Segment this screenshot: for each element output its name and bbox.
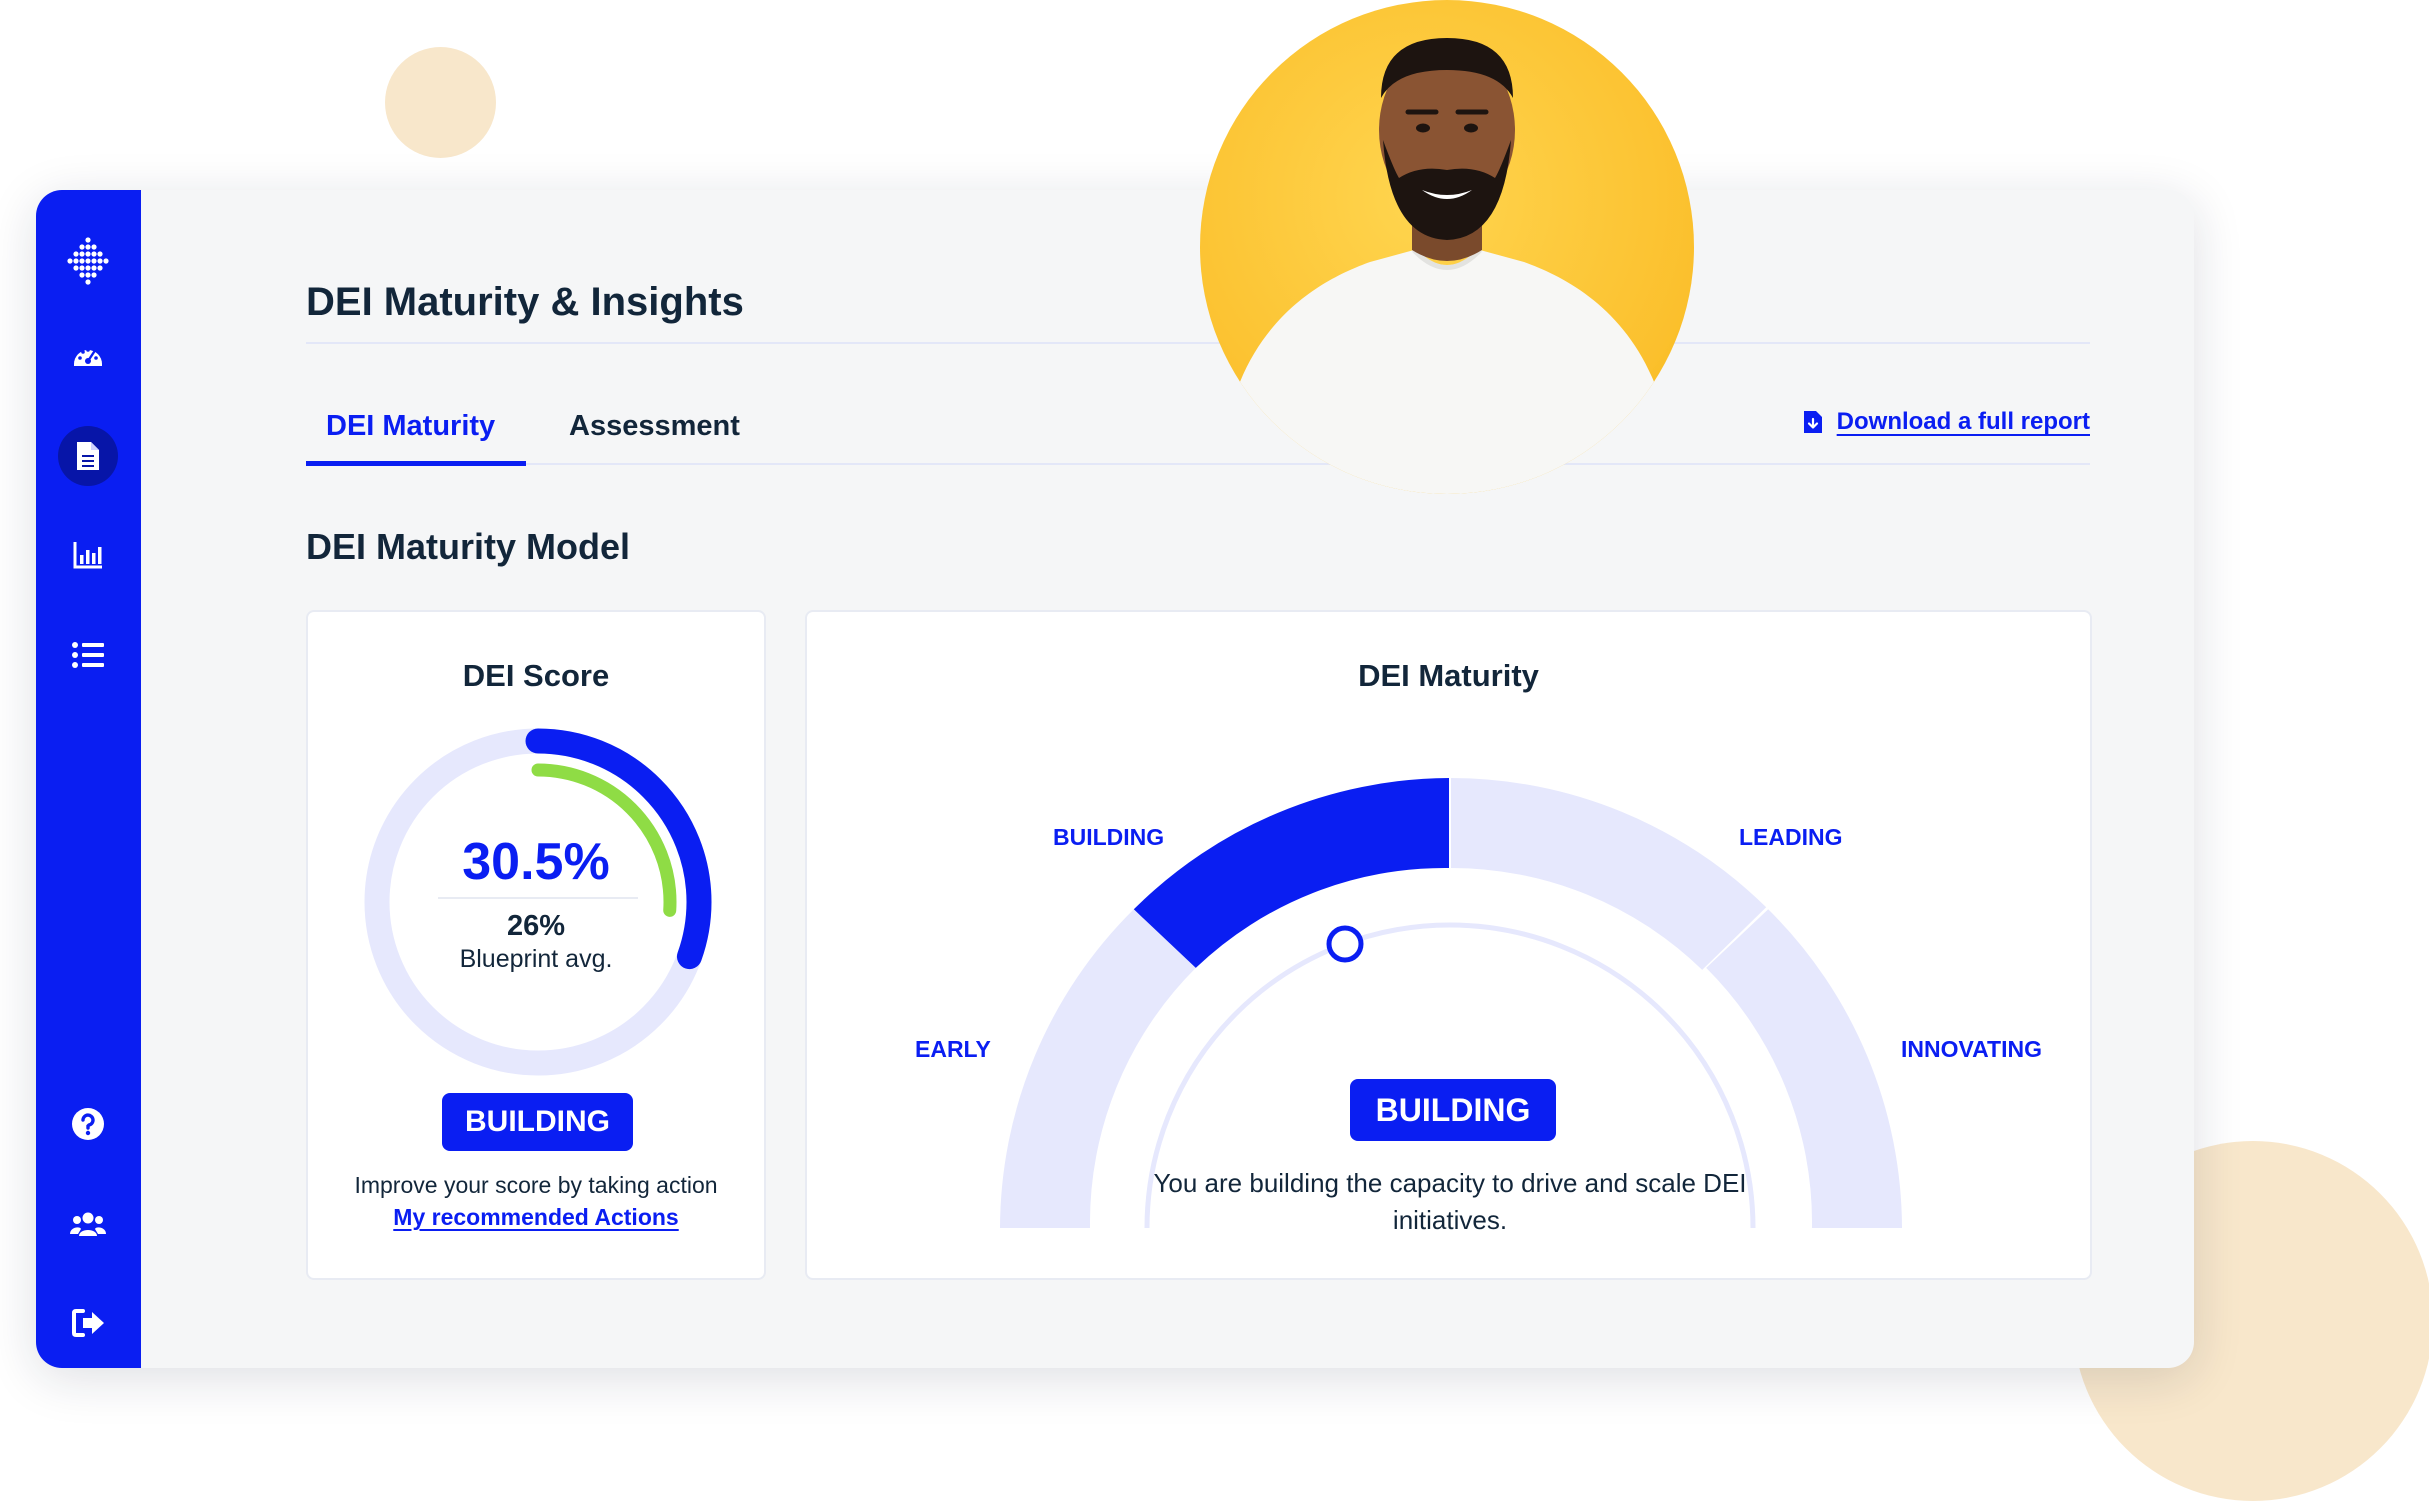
page-title: DEI Maturity & Insights (306, 280, 744, 324)
dashboard-gauge-icon[interactable] (58, 326, 118, 386)
help-icon[interactable] (58, 1094, 118, 1154)
list-icon[interactable] (58, 625, 118, 685)
dei-score-card: DEI Score 30.5% 26% Blueprint avg. BUILD… (306, 610, 766, 1280)
maturity-gauge (1000, 778, 1902, 1229)
logout-icon[interactable] (58, 1293, 118, 1353)
card-title: DEI Maturity (1358, 658, 1539, 693)
improve-hint: Improve your score by taking action (354, 1172, 718, 1198)
score-arc (364, 728, 712, 1076)
score-ring-chart (364, 728, 712, 1076)
active-tab-indicator (306, 461, 526, 466)
download-report-label[interactable]: Download a full report (1836, 408, 2090, 435)
gauge-inner-track (1144, 922, 1756, 1229)
section-title: DEI Maturity Model (306, 526, 631, 567)
stage-label-leading: LEADING (1739, 824, 1843, 850)
blueprint-average-label: Blueprint avg. (459, 945, 613, 973)
tabs-divider (306, 463, 2090, 465)
sidebar (36, 190, 141, 1368)
blueprint-average-value: 26% (506, 910, 566, 942)
blueprint-average-arc (399, 763, 677, 1041)
tab-dei-maturity[interactable]: DEI Maturity (326, 410, 496, 442)
bar-chart-icon[interactable] (58, 525, 118, 585)
users-icon[interactable] (58, 1194, 118, 1254)
card-title: DEI Score (462, 658, 610, 693)
stage-label-building: BUILDING (1053, 824, 1165, 850)
score-value: 30.5% (462, 833, 610, 891)
gauge-segment-building (1133, 778, 1449, 968)
document-icon[interactable] (58, 426, 118, 486)
stage-label-early: EARLY (915, 1036, 991, 1062)
tab-assessment[interactable]: Assessment (569, 410, 740, 442)
app-window: DEI Maturity & Insights DEI Maturity Ass… (36, 190, 2194, 1368)
decorative-circle (385, 47, 496, 158)
gauge-position-marker (1326, 925, 1364, 963)
dots-logo-icon[interactable] (58, 232, 118, 292)
status-badge: BUILDING (1350, 1079, 1556, 1141)
gauge-segment-innovating (1706, 909, 1902, 1228)
divider (438, 897, 638, 899)
avatar (1200, 0, 1694, 494)
status-badge: BUILDING (442, 1093, 633, 1151)
maturity-description: You are building the capacity to drive a… (1153, 1168, 1747, 1235)
download-report-link[interactable]: Download a full report (1803, 408, 2090, 436)
file-download-icon (1803, 411, 1822, 433)
dei-maturity-card: DEI Maturity BUILDING LEADING EARLY INNO… (805, 610, 2092, 1280)
gauge-segment-early (1000, 909, 1196, 1228)
recommended-actions-link[interactable]: My recommended Actions (393, 1204, 679, 1230)
gauge-segment-leading (1451, 778, 1767, 970)
person-photo (1220, 38, 1674, 494)
stage-label-innovating: INNOVATING (1901, 1036, 2042, 1062)
divider (306, 342, 2090, 344)
